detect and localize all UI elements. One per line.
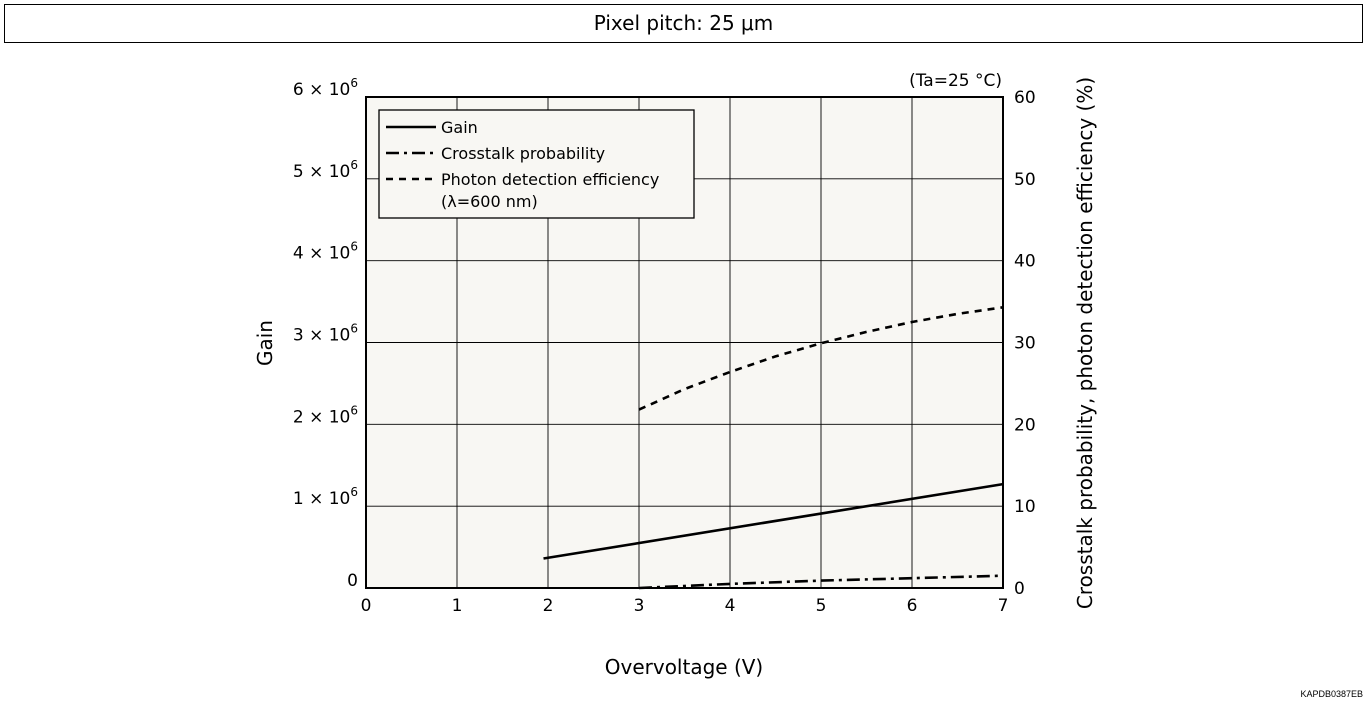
y-right-axis-ticks: 0 10 20 30 40 50 60 bbox=[1014, 88, 1036, 599]
x-tick-label: 0 bbox=[361, 596, 372, 616]
x-axis-label: Overvoltage (V) bbox=[605, 655, 763, 679]
x-tick-label: 6 bbox=[907, 596, 918, 616]
x-tick-label: 1 bbox=[452, 596, 463, 616]
y-left-tick-label: 1 × 106 bbox=[293, 485, 358, 509]
y-right-axis-label: Crosstalk probability, photon detection … bbox=[1073, 77, 1097, 609]
plot-frame bbox=[365, 96, 1004, 589]
x-tick-label: 7 bbox=[998, 596, 1009, 616]
legend-label-crosstalk: Crosstalk probability bbox=[441, 144, 605, 163]
x-tick-label: 4 bbox=[725, 596, 736, 616]
y-right-tick-label: 30 bbox=[1014, 334, 1036, 354]
y-right-tick-label: 50 bbox=[1014, 170, 1036, 190]
series-layer bbox=[543, 306, 1004, 590]
legend-label-gain: Gain bbox=[441, 118, 478, 137]
x-tick-label: 3 bbox=[634, 596, 645, 616]
y-left-tick-label: 3 × 106 bbox=[293, 322, 358, 346]
y-left-tick-label: 2 × 106 bbox=[293, 403, 358, 427]
y-left-tick-label: 6 × 106 bbox=[293, 76, 358, 100]
y-right-tick-label: 20 bbox=[1014, 415, 1036, 435]
x-tick-label: 5 bbox=[816, 596, 827, 616]
condition-label: (Ta=25 °C) bbox=[909, 71, 1002, 91]
x-tick-label: 2 bbox=[543, 596, 554, 616]
y-left-tick-label: 5 × 106 bbox=[293, 158, 358, 182]
y-left-axis-ticks: 0 1 × 106 2 × 106 3 × 106 4 × 106 5 × 106 6 × … bbox=[293, 76, 358, 591]
legend-label-pde: Photon detection efficiency bbox=[441, 170, 659, 189]
series-line-0 bbox=[543, 482, 1004, 560]
y-right-tick-label: 40 bbox=[1014, 252, 1036, 272]
legend-box bbox=[378, 109, 695, 219]
series-line-2 bbox=[638, 306, 1004, 411]
chart-title: Pixel pitch: 25 μm bbox=[4, 4, 1363, 43]
y-left-tick-label: 4 × 106 bbox=[293, 240, 358, 264]
legend: Gain Crosstalk probability Photon detect… bbox=[378, 109, 695, 219]
y-left-tick-label: 0 bbox=[347, 571, 358, 591]
legend-label-pde-wavelength: (λ=600 nm) bbox=[441, 192, 538, 211]
y-right-tick-label: 0 bbox=[1014, 579, 1025, 599]
y-left-axis-label: Gain bbox=[253, 320, 277, 366]
series-line-1 bbox=[638, 574, 1004, 590]
document-code: KAPDB0387EB bbox=[1300, 689, 1363, 699]
x-axis-ticks: 0 1 2 3 4 5 6 7 bbox=[361, 596, 1009, 616]
y-right-tick-label: 10 bbox=[1014, 497, 1036, 517]
y-right-tick-label: 60 bbox=[1014, 88, 1036, 108]
